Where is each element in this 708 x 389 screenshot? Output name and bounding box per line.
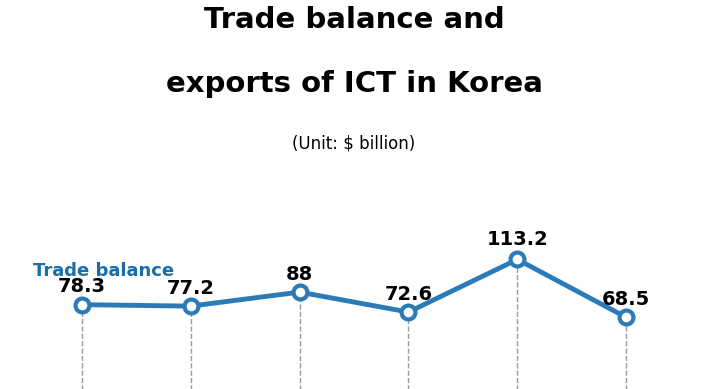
- Point: [76, 301, 87, 308]
- Text: 68.5: 68.5: [603, 290, 651, 309]
- Text: 72.6: 72.6: [384, 285, 433, 304]
- Text: exports of ICT in Korea: exports of ICT in Korea: [166, 70, 542, 98]
- Text: (Unit: $ billion): (Unit: $ billion): [292, 134, 416, 152]
- Text: 88: 88: [286, 265, 313, 284]
- Point: [185, 303, 196, 309]
- Text: 77.2: 77.2: [166, 279, 215, 298]
- Text: Trade balance and: Trade balance and: [204, 6, 504, 34]
- Text: 113.2: 113.2: [486, 230, 548, 249]
- Point: [621, 314, 632, 321]
- Text: Trade balance: Trade balance: [33, 262, 173, 280]
- Point: [294, 289, 305, 295]
- Point: [403, 309, 414, 315]
- Text: 78.3: 78.3: [57, 277, 105, 296]
- Point: [512, 256, 523, 263]
